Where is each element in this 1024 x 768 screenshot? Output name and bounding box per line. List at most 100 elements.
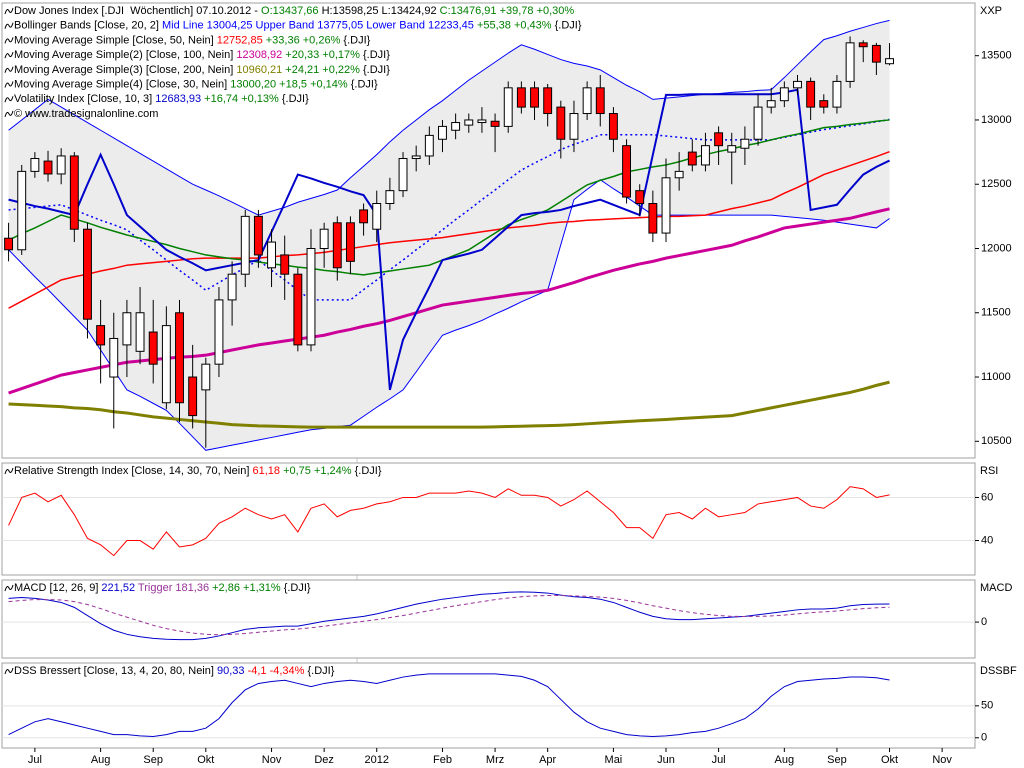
candle-body — [477, 119, 487, 124]
legend-text: O:13437,66 — [261, 5, 319, 17]
candle-body — [359, 209, 369, 224]
candle-body — [306, 247, 316, 346]
legend-text: DSS Bressert [Close, 13, 4, 20, 80, Nein… — [14, 665, 214, 677]
candle-body — [819, 100, 829, 108]
candle-body — [319, 228, 329, 249]
legend-text: {.DJI} — [348, 78, 378, 90]
legend-line: © www.tradesignalonline.com — [14, 108, 158, 120]
candle-body — [635, 190, 645, 205]
panel-frame — [1, 579, 976, 659]
candle-body — [648, 203, 658, 234]
axis-label: DSSBF — [980, 665, 1017, 677]
legend-text: Bollinger Bands [Close, 20, 2] — [14, 20, 159, 32]
candle-body — [4, 237, 14, 251]
candle-body — [385, 190, 395, 205]
y-tick-label: 12500 — [981, 178, 1012, 190]
legend-text: 61,18 — [249, 465, 280, 477]
candle-body — [516, 87, 526, 108]
candle-body — [148, 331, 158, 365]
series-line — [8, 595, 890, 636]
candle-body — [293, 273, 303, 346]
legend-text: 12683,93 — [152, 93, 201, 105]
candle-body — [490, 120, 500, 127]
x-tick-label: Okt — [197, 754, 214, 766]
legend-text: Mid Line 13004,25 Upper Band 13775,05 Lo… — [159, 20, 474, 32]
axis-label: MACD — [980, 582, 1012, 594]
candle-body — [201, 363, 211, 391]
candle-body — [424, 134, 434, 157]
candle-body — [832, 80, 842, 108]
legend-text: +24,21 +0,22% — [282, 64, 360, 76]
legend-text: C:13476,91 +39,78 +0,30% — [440, 5, 575, 17]
candle-body — [227, 273, 237, 301]
legend-line: Moving Average Simple [Close, 50, Nein] … — [14, 34, 371, 46]
y-tick-label: 11000 — [981, 371, 1011, 383]
legend-text: +0,75 +1,24% — [280, 465, 352, 477]
candle-body — [701, 145, 710, 166]
candle-body — [595, 87, 605, 115]
candle-body — [451, 122, 461, 131]
candle-body — [779, 87, 789, 102]
legend-text: 13000,20 — [227, 78, 276, 90]
x-tick-label: Jun — [657, 754, 675, 766]
legend-line: DSS Bressert [Close, 13, 4, 20, 80, Nein… — [14, 665, 335, 677]
candle-body — [674, 170, 684, 179]
band-fill — [8, 20, 890, 451]
candle-body — [503, 87, 513, 127]
x-tick-label: Jul — [28, 754, 42, 766]
legend-text: {.DJI} — [279, 93, 309, 105]
candle-body — [398, 158, 408, 192]
candle-body — [161, 325, 171, 404]
candle-body — [543, 87, 553, 115]
x-tick-label: Okt — [881, 754, 898, 766]
legend-text: 90,33 — [214, 665, 245, 677]
y-tick-label: 60 — [981, 491, 993, 503]
candle-body — [253, 215, 263, 256]
candle-body — [109, 337, 119, 378]
candle-body — [714, 132, 724, 147]
legend-icon — [4, 667, 14, 675]
legend-text: 12752,85 — [214, 34, 263, 46]
x-tick-label: Sep — [827, 754, 847, 766]
legend-line: MACD [12, 26, 9] 221,52 Trigger 181,36 +… — [14, 582, 311, 594]
x-tick-label: Nov — [262, 754, 282, 766]
panel-frame — [1, 462, 976, 576]
legend-line: Volatility Index [Close, 10, 3] 12683,93… — [14, 93, 309, 105]
legend-text: Moving Average Simple(3) [Close, 200, Ne… — [14, 64, 233, 76]
legend-line: Dow Jones Index [.DJI Wöchentlich] 07.10… — [14, 5, 574, 17]
candle-body — [464, 119, 474, 126]
candle-body — [69, 155, 79, 230]
legend-line: Moving Average Simple(2) [Close, 100, Ne… — [14, 49, 390, 61]
candle-body — [608, 113, 618, 140]
legend-text: H:13598,25 L:13424,92 — [319, 5, 440, 17]
candle-body — [740, 138, 750, 149]
candle-body — [885, 58, 894, 65]
series-line — [8, 380, 890, 429]
candle-body — [411, 155, 421, 160]
legend-icon — [4, 584, 14, 592]
candle-body — [556, 106, 566, 140]
y-tick-label: 13000 — [981, 114, 1012, 126]
legend-text: Moving Average Simple [Close, 50, Nein] — [14, 34, 214, 46]
legend-text: Moving Average Simple(4) [Close, 30, Nei… — [14, 78, 227, 90]
legend-text: Volatility Index [Close, 10, 3] — [14, 93, 152, 105]
legend-text: {.DJI} — [304, 665, 334, 677]
legend-text: {.DJI} — [552, 20, 582, 32]
candle-body — [96, 325, 106, 346]
y-tick-label: 0 — [981, 732, 987, 744]
legend-text: Trigger 181,36 — [135, 582, 209, 594]
candle-body — [753, 106, 763, 140]
legend-text: Moving Average Simple(2) [Close, 100, Ne… — [14, 49, 233, 61]
x-tick-label: Jul — [712, 754, 726, 766]
legend-text: +55,38 +0,43% — [474, 20, 552, 32]
candle-body — [240, 215, 250, 275]
x-tick-label: Apr — [539, 754, 556, 766]
candle-body — [214, 299, 224, 365]
legend-line: Moving Average Simple(3) [Close, 200, Ne… — [14, 64, 390, 76]
candle-body — [687, 151, 697, 166]
axis-label: RSI — [980, 465, 998, 477]
y-tick-label: 40 — [981, 534, 993, 546]
y-tick-label: 0 — [981, 616, 987, 628]
candle-body — [175, 312, 184, 404]
